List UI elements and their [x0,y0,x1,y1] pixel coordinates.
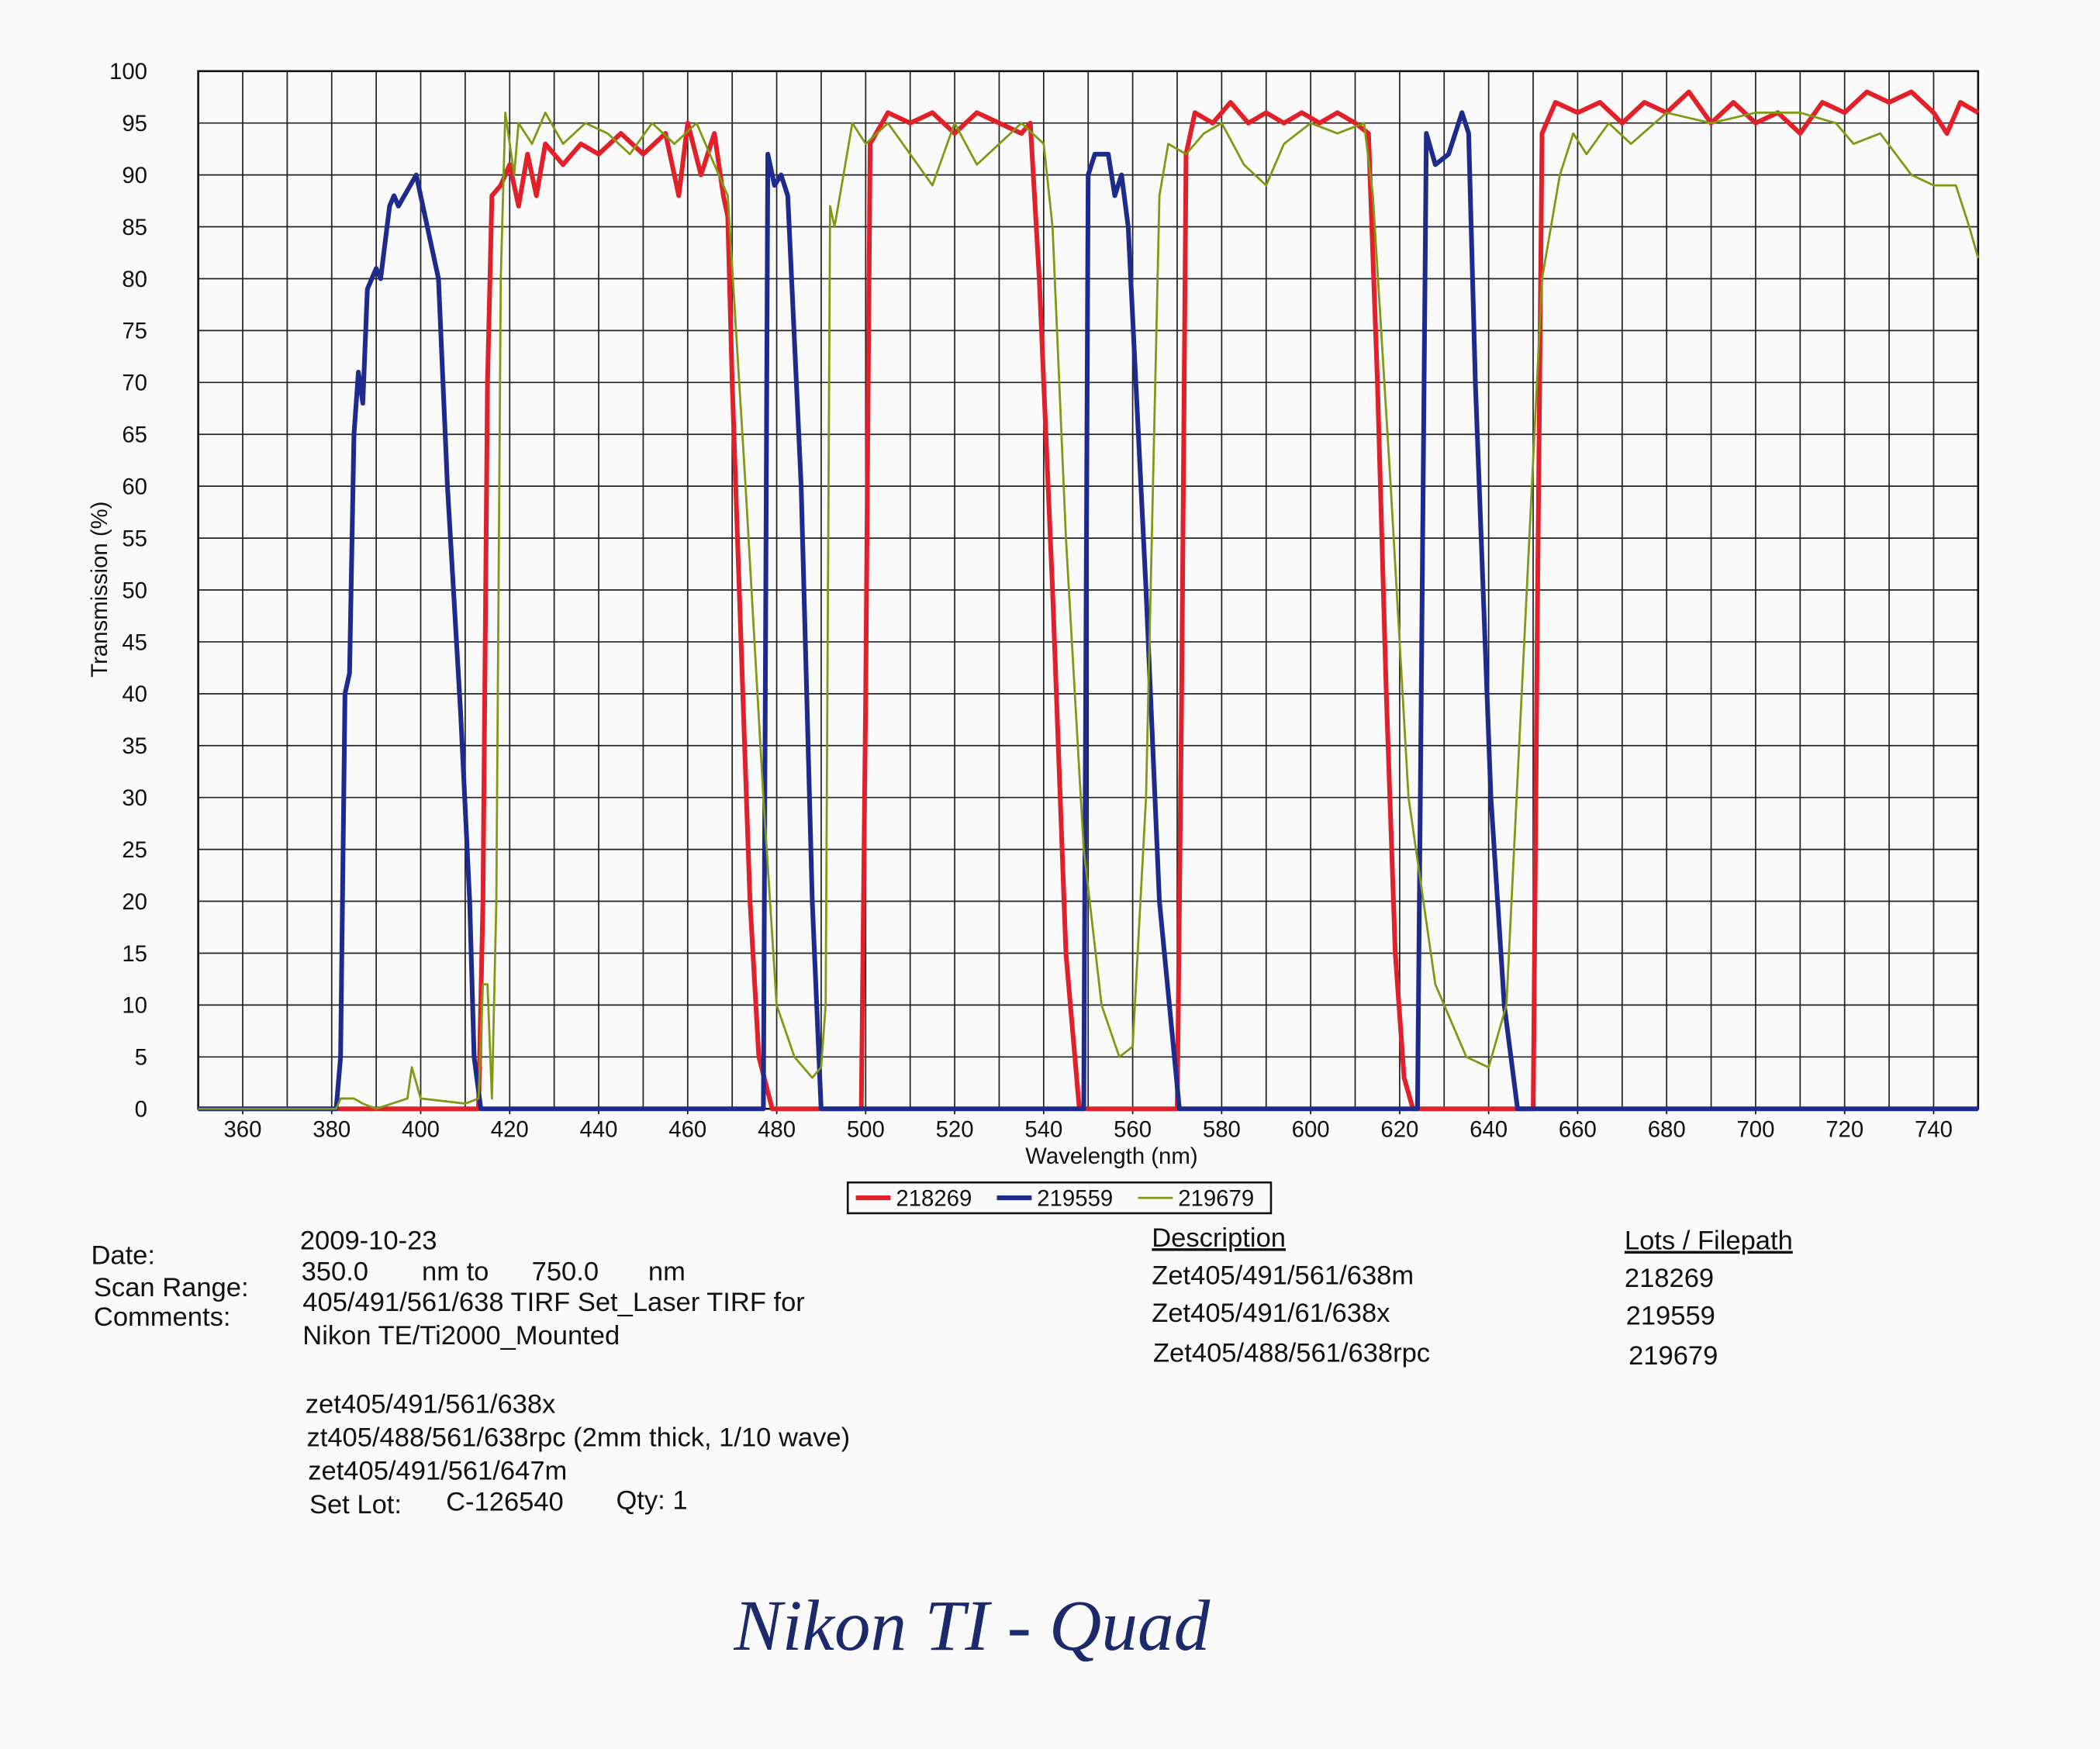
x-tick-label: 360 [223,1117,261,1143]
x-tick-label: 640 [1470,1117,1508,1143]
x-tick-label: 680 [1648,1117,1686,1143]
comment-line: Nikon TE/Ti2000_Mounted [302,1321,620,1351]
description: Zet405/491/61/638x [1152,1299,1390,1328]
lot: 218269 [1625,1264,1714,1293]
y-tick-label: 35 [122,733,147,759]
set-lot-label: Set Lot: [309,1490,402,1520]
y-tick-label: 0 [135,1097,147,1123]
scan-end: 750.0 [532,1257,599,1286]
x-tick-label: 600 [1292,1117,1330,1143]
scan-unit: nm [648,1257,686,1286]
y-tick-label: 90 [122,163,147,188]
y-tick-label: 40 [122,681,147,707]
y-tick-label: 25 [122,837,147,863]
y-tick-label: 55 [122,526,147,551]
series-line [198,110,1978,1112]
lot: 219679 [1629,1341,1718,1371]
comment-line: 405/491/561/638 TIRF Set_Laser TIRF for [302,1288,805,1317]
legend-box [846,1181,1273,1215]
x-tick-label: 380 [313,1117,351,1143]
x-tick-label: 400 [402,1117,440,1143]
y-tick-label: 85 [122,215,147,240]
y-tick-label: 30 [122,785,147,811]
x-tick-label: 660 [1559,1117,1597,1143]
date: 2009-10-23 [300,1226,437,1256]
scan-to: nm to [422,1257,489,1286]
y-axis-label: Transmission (%) [87,502,112,678]
comment-line: zet405/491/561/638x [306,1389,556,1419]
scan-start: 350.0 [302,1257,368,1286]
lot: 219559 [1626,1301,1715,1330]
y-tick-label: 70 [122,371,147,396]
x-tick-label: 460 [668,1117,706,1143]
qty: Qty: 1 [616,1486,687,1516]
x-tick-label: 580 [1203,1117,1241,1143]
description: Zet405/491/561/638m [1152,1261,1414,1290]
x-tick-label: 480 [758,1117,796,1143]
x-tick-label: 560 [1114,1117,1152,1143]
y-tick-label: 20 [122,889,147,915]
comment-line: zt405/488/561/638rpc (2mm thick, 1/10 wa… [306,1423,850,1452]
y-tick-label: 95 [122,111,147,136]
y-tick-label: 80 [122,267,147,292]
handwritten-note: Nikon TI - Quad [733,1586,1210,1666]
x-tick-label: 520 [936,1117,974,1143]
x-tick-label: 740 [1915,1117,1953,1143]
x-tick-label: 540 [1024,1117,1062,1143]
series-line [198,111,1980,1110]
x-tick-label: 420 [491,1117,529,1143]
x-tick-label: 500 [847,1117,885,1143]
y-tick-label: 75 [122,319,147,344]
legend-label: 218269 [896,1185,972,1211]
description-header: Description [1152,1223,1286,1253]
set-lot: C-126540 [446,1487,564,1516]
y-tick-label: 5 [135,1045,147,1071]
date-label: Date: [91,1241,155,1271]
y-tick-label: 100 [109,59,147,85]
x-tick-label: 440 [580,1117,618,1143]
y-tick-label: 10 [122,993,147,1019]
y-tick-label: 45 [122,630,147,655]
legend-label: 219559 [1037,1185,1113,1211]
y-tick-label: 50 [122,578,147,603]
y-tick-label: 15 [122,941,147,967]
y-tick-label: 65 [122,423,147,448]
x-axis-label: Wavelength (nm) [1025,1144,1197,1169]
x-tick-label: 720 [1825,1117,1863,1143]
comment-line: zet405/491/561/647m [308,1457,567,1486]
legend-label: 219679 [1178,1185,1254,1211]
x-tick-label: 620 [1380,1117,1418,1143]
series-line [198,89,1980,1112]
lots-header: Lots / Filepath [1625,1226,1793,1256]
y-tick-label: 60 [122,474,147,500]
description: Zet405/488/561/638rpc [1153,1339,1430,1368]
x-tick-label: 700 [1736,1117,1774,1143]
scan-range-label: Scan Range: [94,1273,249,1302]
comments-label: Comments: [94,1302,231,1332]
